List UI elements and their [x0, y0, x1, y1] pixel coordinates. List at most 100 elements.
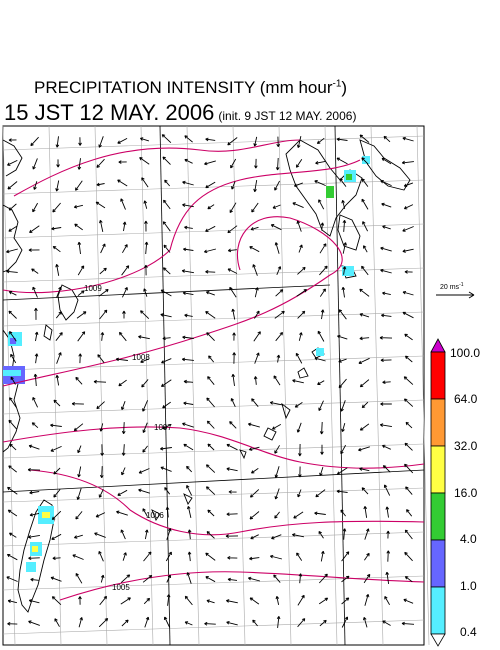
- wind-arrow: [72, 554, 84, 560]
- wind-arrow: [50, 445, 62, 452]
- wind-arrow: [6, 269, 18, 274]
- wind-arrow: [77, 445, 82, 454]
- wind-arrow: [380, 180, 392, 187]
- wind-arrow: [99, 466, 104, 479]
- wind-arrow: [183, 247, 194, 252]
- wind-arrow: [52, 245, 61, 253]
- wind-arrow: [227, 225, 238, 234]
- wind-arrow: [276, 136, 281, 148]
- wind-arrow: [295, 352, 303, 364]
- wind-arrow: [405, 421, 413, 429]
- wind-arrow: [120, 597, 131, 605]
- wind-arrow: [165, 506, 170, 518]
- wind-arrow: [93, 379, 107, 384]
- wind-arrow: [78, 137, 82, 146]
- map-frame: [2, 125, 425, 646]
- wind-arrow: [51, 510, 62, 521]
- isobar-line: [2, 426, 425, 469]
- colorbar-swatch: [430, 351, 446, 400]
- wind-arrow: [342, 528, 347, 540]
- wind-arrow: [318, 531, 324, 539]
- wind-arrow: [338, 309, 347, 320]
- wind-arrow: [253, 376, 258, 385]
- wind-arrow: [275, 596, 280, 605]
- wind-vectors: [6, 134, 415, 628]
- wind-arrow: [7, 159, 18, 166]
- wind-arrow: [55, 180, 60, 192]
- wind-arrow: [164, 487, 171, 495]
- wind-arrow: [142, 574, 153, 583]
- wind-arrow: [249, 489, 260, 498]
- wind-arrow: [230, 158, 237, 169]
- wind-arrow: [181, 357, 194, 362]
- wind-arrow: [404, 576, 413, 583]
- wind-arrow: [206, 531, 215, 539]
- isobar-label: 1009: [84, 284, 102, 293]
- wind-arrow: [142, 508, 148, 517]
- wind-arrow: [253, 180, 258, 193]
- wind-arrow: [208, 355, 215, 363]
- colorbar-swatch: [430, 492, 446, 541]
- wind-arrow: [315, 160, 326, 165]
- wind-arrow: [336, 137, 348, 142]
- wind-arrow: [336, 489, 348, 494]
- wind-arrow: [28, 620, 40, 626]
- wind-arrow: [76, 311, 87, 319]
- wind-arrow: [32, 202, 38, 213]
- wind-arrow: [361, 401, 369, 409]
- wind-arrow: [276, 616, 281, 628]
- wind-arrow: [163, 244, 171, 253]
- wind-arrow: [381, 313, 392, 318]
- wind-arrow: [51, 533, 62, 540]
- wind-arrow: [186, 465, 193, 473]
- wind-arrow: [100, 332, 105, 341]
- wind-arrow: [187, 551, 192, 562]
- wind-arrow: [118, 379, 127, 387]
- wind-arrow: [32, 158, 38, 170]
- wind-arrow: [205, 290, 215, 296]
- wind-arrow: [182, 422, 194, 428]
- colorbar-label: 1.0: [460, 579, 477, 593]
- wind-arrow: [184, 595, 193, 606]
- wind-arrow: [318, 573, 328, 584]
- wind-arrow: [319, 619, 327, 627]
- wind-arrow: [32, 286, 38, 298]
- wind-arrow: [30, 577, 39, 582]
- wind-arrow: [381, 157, 392, 165]
- wind-arrow: [380, 358, 392, 363]
- wind-arrow: [139, 137, 150, 142]
- wind-arrow: [274, 180, 280, 191]
- wind-arrow: [292, 202, 304, 209]
- wind-arrow: [205, 464, 216, 473]
- wind-arrow: [296, 552, 303, 561]
- wind-arrow: [161, 134, 172, 144]
- wind-arrow: [166, 528, 172, 540]
- wind-arrow: [6, 248, 18, 254]
- wind-arrow: [6, 576, 18, 582]
- wind-arrow: [405, 486, 413, 495]
- wind-arrow: [276, 354, 281, 363]
- wind-arrow: [273, 375, 281, 386]
- wind-arrow: [402, 226, 414, 232]
- wind-scale: 20 ms-1: [436, 282, 475, 299]
- wind-arrow: [96, 158, 105, 168]
- wind-arrow: [379, 335, 393, 340]
- wind-arrow: [337, 334, 348, 340]
- isobar-line: [13, 139, 301, 197]
- isobar-line: [2, 159, 361, 294]
- wind-arrow: [99, 267, 107, 275]
- wind-arrow: [162, 401, 171, 409]
- wind-arrow: [297, 266, 306, 275]
- wind-arrow: [318, 199, 325, 210]
- wind-arrow: [76, 488, 82, 500]
- wind-arrow: [7, 181, 18, 190]
- wind-arrow: [117, 179, 128, 187]
- wind-arrow: [359, 379, 370, 388]
- wind-arrow: [78, 617, 83, 628]
- wind-arrow: [401, 160, 414, 165]
- wind-arrow: [34, 353, 39, 364]
- wind-arrow: [77, 158, 82, 170]
- wind-arrow: [403, 204, 414, 210]
- wind-arrow: [52, 556, 61, 561]
